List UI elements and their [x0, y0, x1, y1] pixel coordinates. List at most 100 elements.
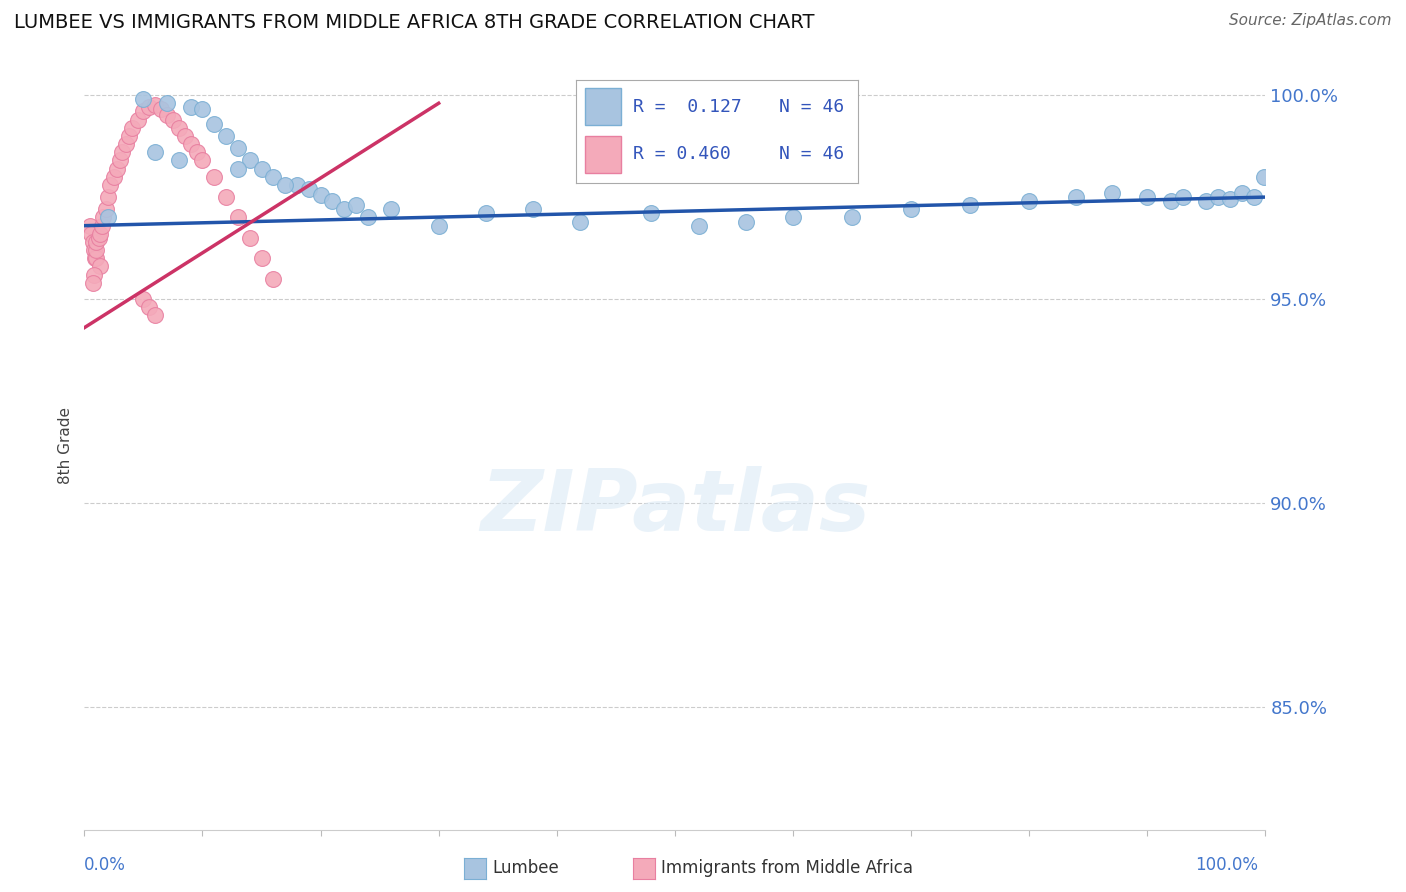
Point	[239, 153, 262, 168]
Point	[191, 103, 214, 117]
Point	[180, 136, 202, 151]
Point	[138, 100, 160, 114]
Point	[132, 92, 155, 106]
Point	[80, 227, 103, 241]
Text: 100.0%: 100.0%	[1195, 856, 1258, 874]
Point	[186, 145, 208, 160]
Point	[309, 188, 332, 202]
Point	[1206, 190, 1229, 204]
FancyBboxPatch shape	[585, 136, 621, 173]
Point	[84, 252, 107, 266]
Point	[103, 169, 125, 184]
Point	[734, 214, 756, 228]
Point	[156, 96, 179, 111]
Point	[1018, 194, 1040, 209]
Point	[111, 145, 134, 160]
Point	[298, 182, 321, 196]
Point	[202, 169, 225, 184]
Point	[226, 141, 249, 155]
Point	[118, 128, 141, 143]
Point	[98, 178, 121, 192]
FancyBboxPatch shape	[585, 88, 621, 126]
Y-axis label: 8th Grade: 8th Grade	[58, 408, 73, 484]
Point	[83, 268, 105, 282]
Point	[344, 198, 367, 212]
Text: Source: ZipAtlas.com: Source: ZipAtlas.com	[1229, 13, 1392, 29]
Text: N = 46: N = 46	[779, 145, 844, 163]
Point	[82, 276, 104, 290]
Text: Lumbee: Lumbee	[492, 859, 558, 878]
Point	[84, 235, 107, 249]
Point	[226, 161, 249, 176]
Point	[841, 211, 863, 225]
Point	[1160, 194, 1182, 209]
Point	[97, 211, 120, 225]
Point	[1171, 190, 1194, 204]
Point	[107, 161, 129, 176]
Point	[132, 292, 155, 306]
Point	[1066, 190, 1088, 204]
Point	[89, 227, 111, 241]
Point	[959, 198, 981, 212]
Point	[84, 243, 107, 257]
Point	[427, 219, 450, 233]
Text: R = 0.460: R = 0.460	[633, 145, 731, 163]
Point	[143, 145, 166, 160]
Point	[640, 206, 662, 220]
Point	[262, 271, 284, 285]
Point	[94, 202, 117, 217]
Point	[357, 211, 380, 225]
Point	[162, 112, 184, 127]
Point	[156, 108, 179, 122]
Point	[91, 219, 114, 233]
Point	[202, 117, 225, 131]
Point	[173, 128, 195, 143]
Point	[285, 178, 308, 192]
Point	[89, 260, 111, 274]
Point	[143, 98, 166, 112]
Point	[522, 202, 544, 217]
Point	[250, 252, 273, 266]
Point	[239, 231, 262, 245]
Point	[143, 309, 166, 323]
Point	[215, 128, 238, 143]
Point	[688, 219, 710, 233]
Point	[274, 178, 297, 192]
Point	[83, 243, 105, 257]
Point	[150, 103, 173, 117]
Point	[1136, 190, 1159, 204]
Point	[475, 206, 498, 220]
Point	[180, 100, 202, 114]
Text: 0.0%: 0.0%	[84, 856, 127, 874]
Point	[262, 169, 284, 184]
Point	[114, 136, 136, 151]
Point	[782, 211, 804, 225]
Point	[82, 235, 104, 249]
Point	[333, 202, 356, 217]
Point	[191, 153, 214, 168]
Point	[97, 190, 120, 204]
Point	[79, 219, 101, 233]
Point	[108, 153, 131, 168]
Point	[132, 104, 155, 119]
Point	[1195, 194, 1218, 209]
Point	[1253, 169, 1275, 184]
Point	[250, 161, 273, 176]
Point	[138, 300, 160, 314]
Point	[121, 120, 143, 135]
Text: LUMBEE VS IMMIGRANTS FROM MIDDLE AFRICA 8TH GRADE CORRELATION CHART: LUMBEE VS IMMIGRANTS FROM MIDDLE AFRICA …	[14, 13, 814, 32]
Point	[1243, 190, 1265, 204]
Point	[215, 190, 238, 204]
Text: R =  0.127: R = 0.127	[633, 98, 741, 116]
Point	[127, 112, 149, 127]
Text: Immigrants from Middle Africa: Immigrants from Middle Africa	[661, 859, 912, 878]
Point	[1219, 192, 1241, 206]
Point	[321, 194, 343, 209]
Point	[167, 120, 190, 135]
Point	[87, 231, 110, 245]
Point	[91, 211, 114, 225]
Point	[167, 153, 190, 168]
Text: ZIPatlas: ZIPatlas	[479, 466, 870, 549]
Point	[1230, 186, 1253, 200]
Point	[900, 202, 922, 217]
